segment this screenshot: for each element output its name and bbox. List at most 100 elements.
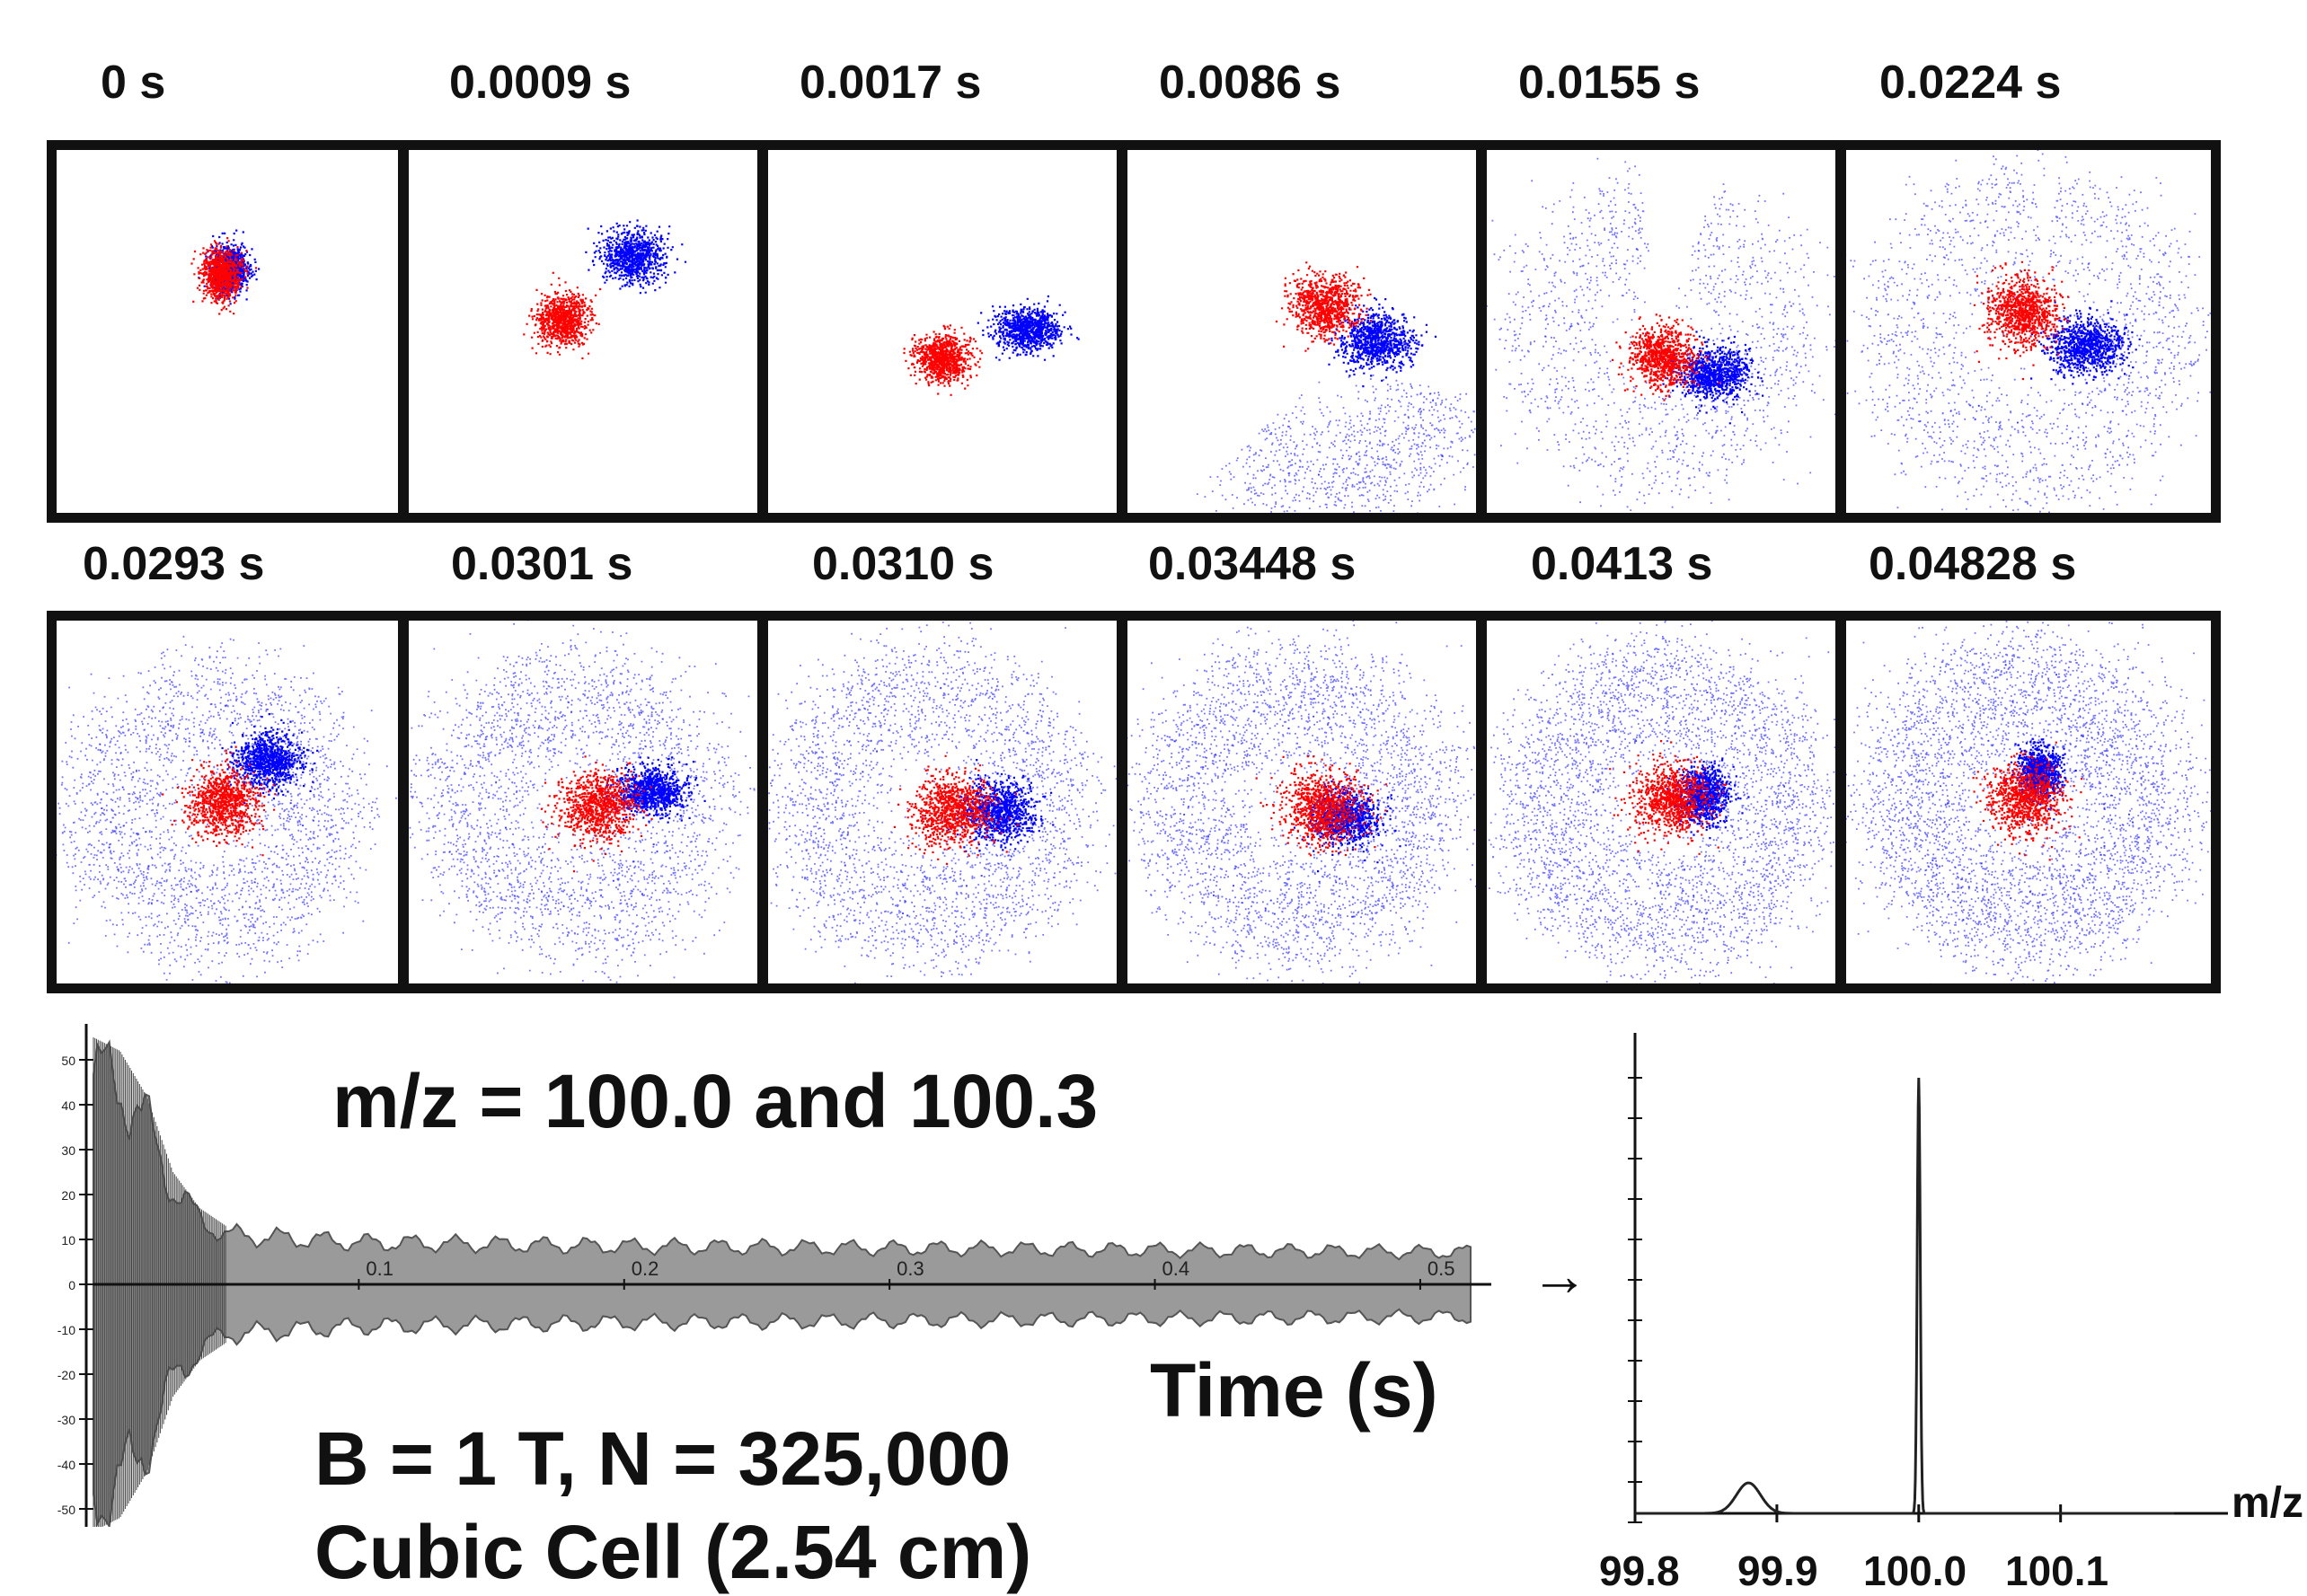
ion-cloud-100-0-12 bbox=[1972, 741, 2083, 861]
snapshot-panel-10 bbox=[1118, 611, 1486, 993]
transient-x-tick-label-4: 0.4 bbox=[1162, 1257, 1190, 1280]
time-label-2: 0.0009 s bbox=[449, 57, 632, 109]
ion-cloud-100-3-4 bbox=[1328, 296, 1437, 388]
ion-ring-4-points bbox=[1196, 383, 1476, 513]
ion-inner-ring-10-points bbox=[1166, 673, 1437, 937]
mz-axis-label: m/z bbox=[2232, 1479, 2304, 1527]
ion-cloud-100-3-6-points bbox=[2030, 300, 2141, 385]
mz-tick-label-1: 99.8 bbox=[1599, 1548, 1680, 1594]
snapshot-panel-1 bbox=[47, 140, 408, 523]
ion-inner-ring-11-points bbox=[1509, 653, 1799, 933]
ion-inner-ring-4 bbox=[1246, 375, 1444, 512]
ion-cloud-100-0-8-points bbox=[540, 755, 653, 873]
ion-inner-ring-7-points bbox=[88, 685, 337, 934]
ion-cloud-100-3-3-points bbox=[977, 295, 1080, 361]
ion-cloud-100-0-3 bbox=[903, 324, 984, 396]
ion-cloud-100-3-7-points bbox=[221, 713, 319, 805]
ion-cloud-plot-10 bbox=[1127, 621, 1476, 983]
transient-y-tick-label-7: -10 bbox=[57, 1323, 75, 1337]
time-label-3: 0.0017 s bbox=[800, 57, 982, 109]
ion-cloud-100-0-10-points bbox=[1255, 755, 1388, 857]
transient-y-tick-label-1: 50 bbox=[61, 1054, 75, 1068]
ion-cloud-100-3-2-points bbox=[585, 219, 687, 295]
ion-cloud-100-0-4 bbox=[1275, 261, 1372, 352]
transient-y-tick-label-6: 0 bbox=[68, 1278, 75, 1292]
ion-cloud-100-0-1-points bbox=[190, 237, 258, 315]
ion-cloud-plot-12 bbox=[1846, 621, 2211, 983]
ion-cloud-100-0-6-points bbox=[1973, 260, 2070, 381]
ion-cloud-plot-8 bbox=[409, 621, 756, 983]
ion-cloud-100-3-12 bbox=[2004, 737, 2077, 821]
time-label-5: 0.0155 s bbox=[1518, 57, 1701, 109]
ion-cloud-100-0-8 bbox=[540, 755, 653, 873]
ion-cloud-100-3-9 bbox=[947, 759, 1055, 852]
ion-cloud-100-0-11-points bbox=[1609, 740, 1727, 855]
ion-inner-ring-8 bbox=[449, 689, 695, 924]
transient-y-tick-label-8: -20 bbox=[57, 1368, 75, 1382]
ion-cloud-100-0-10 bbox=[1255, 755, 1388, 857]
ion-ring-4 bbox=[1196, 383, 1476, 513]
ion-cloud-100-3-5 bbox=[1660, 331, 1764, 425]
time-label-8: 0.0301 s bbox=[451, 538, 633, 590]
ion-cloud-100-3-6 bbox=[2030, 300, 2141, 385]
ion-inner-ring-10 bbox=[1166, 673, 1437, 937]
snapshot-panel-3 bbox=[758, 140, 1127, 523]
ion-cloud-100-3-3 bbox=[977, 295, 1080, 361]
ion-inner-ring-6 bbox=[1900, 205, 2176, 472]
ion-cloud-plot-7 bbox=[57, 635, 397, 983]
transient-y-tick-label-11: -50 bbox=[57, 1503, 75, 1517]
transient-x-tick-label-1: 0.1 bbox=[366, 1257, 393, 1280]
transient-x-tick-label-2: 0.2 bbox=[632, 1257, 659, 1280]
ion-cloud-plot-1 bbox=[190, 229, 261, 315]
ion-cloud-100-0-9-points bbox=[893, 754, 1019, 865]
ion-cloud-plot-6 bbox=[1846, 150, 2211, 513]
ion-cloud-100-0-5-points bbox=[1612, 313, 1720, 401]
time-label-10: 0.03448 s bbox=[1148, 538, 1357, 590]
time-label-1: 0 s bbox=[101, 57, 166, 109]
mz-tick-label-2: 99.9 bbox=[1737, 1548, 1818, 1594]
transient-y-tick-label-2: 40 bbox=[61, 1098, 75, 1113]
time-axis-label: Time (s) bbox=[1150, 1348, 1438, 1433]
ion-cloud-100-3-9-points bbox=[947, 759, 1055, 852]
time-label-12: 0.04828 s bbox=[1869, 538, 2077, 590]
mz-tick-label-3: 100.0 bbox=[1863, 1548, 1967, 1594]
ion-cloud-100-3-10 bbox=[1293, 779, 1401, 873]
ion-cloud-100-3-10-points bbox=[1293, 779, 1401, 873]
right-arrow-icon: → bbox=[1531, 1243, 1588, 1308]
ion-cloud-plot-5 bbox=[1487, 157, 1835, 511]
transient-y-tick-label-9: -30 bbox=[57, 1413, 75, 1427]
mass-spectrum-chart bbox=[1628, 1033, 2228, 1523]
ion-cloud-plot-2 bbox=[523, 219, 687, 360]
mz-tick-label-4: 100.1 bbox=[2005, 1548, 2109, 1594]
transient-y-tick-label-4: 20 bbox=[61, 1188, 75, 1203]
ion-inner-ring-6-points bbox=[1900, 205, 2176, 472]
ion-cloud-100-0-11 bbox=[1609, 740, 1727, 855]
ion-cloud-100-3-4-points bbox=[1328, 296, 1437, 388]
snapshot-panel-8 bbox=[399, 611, 767, 993]
ion-inner-ring-7 bbox=[88, 685, 337, 934]
transient-chart: 0.1 0.2 0.3 0.4 0.5 50 40 30 20 10 0 -10 -20 -30 -40 -5… bbox=[57, 1024, 1491, 1527]
ion-cloud-100-0-9 bbox=[893, 754, 1019, 865]
ion-cloud-100-0-7-points bbox=[162, 745, 277, 857]
time-label-4: 0.0086 s bbox=[1159, 57, 1341, 109]
ion-cloud-100-3-8 bbox=[596, 756, 706, 824]
ion-cloud-100-0-7 bbox=[162, 745, 277, 857]
ion-cloud-100-3-2 bbox=[585, 219, 687, 295]
snapshot-panel-2 bbox=[399, 140, 767, 523]
ion-ring-7 bbox=[57, 635, 397, 983]
params-label: B = 1 T, N = 325,000 bbox=[314, 1416, 1012, 1501]
ion-ring-10 bbox=[1127, 621, 1476, 983]
ion-inner-ring-11 bbox=[1509, 653, 1799, 933]
transient-y-tick-label-5: 10 bbox=[61, 1233, 75, 1248]
time-label-11: 0.0413 s bbox=[1531, 538, 1713, 590]
ion-cloud-100-3-12-points bbox=[2004, 737, 2077, 821]
transient-x-tick-label-5: 0.5 bbox=[1428, 1257, 1455, 1280]
ion-cloud-100-0-2-points bbox=[523, 271, 602, 360]
transient-y-tick-label-3: 30 bbox=[61, 1143, 75, 1158]
ion-cloud-100-0-12-points bbox=[1972, 741, 2083, 861]
ion-cloud-plot-9 bbox=[768, 622, 1117, 983]
spectrum-trace bbox=[1635, 1077, 2174, 1515]
time-label-9: 0.0310 s bbox=[812, 538, 994, 590]
snapshot-panel-9 bbox=[758, 611, 1127, 993]
ion-cloud-100-3-5-points bbox=[1660, 331, 1764, 425]
